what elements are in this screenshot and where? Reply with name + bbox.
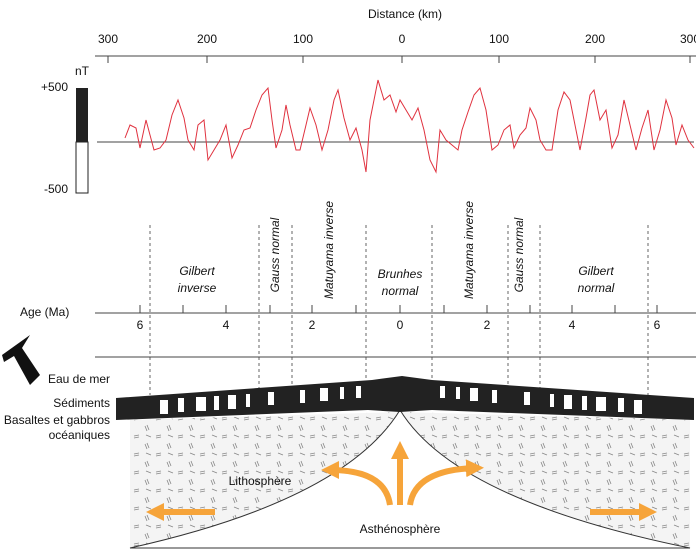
water-label: Eau de mer (48, 372, 110, 386)
basalts-label: océaniques (49, 428, 110, 442)
distance-tick-label: 100 (293, 32, 313, 46)
asthenosphere-label: Asthénosphère (360, 522, 441, 536)
age-tick-label: 6 (137, 318, 144, 332)
basalts-label: Basaltes et gabbros (4, 413, 110, 427)
age-tick-label: 6 (654, 318, 661, 332)
distance-tick-label: 200 (585, 32, 605, 46)
period-label: Gilbert (179, 264, 215, 278)
diagram: Distance (km) 300 200 100 0 100 200 300 nT +50… (0, 0, 696, 554)
distance-tick-label: 300 (98, 32, 118, 46)
age-title: Age (Ma) (20, 305, 69, 319)
age-tick-label: 4 (223, 318, 230, 332)
scale-unit: nT (75, 64, 90, 78)
distance-tick-label: 200 (197, 32, 217, 46)
period-label: Matuyama inverse (462, 201, 476, 299)
anomaly-curve (125, 80, 694, 172)
chron-boundaries (150, 225, 648, 395)
period-label: Matuyama inverse (322, 201, 336, 299)
distance-title: Distance (km) (368, 7, 442, 21)
age-tick-label: 2 (309, 318, 316, 332)
direction-arrow (2, 335, 40, 385)
age-tick-label: 4 (569, 318, 576, 332)
sediments-label: Sédiments (53, 396, 110, 410)
period-label: Brunhes (378, 267, 423, 281)
period-label: Gauss normal (268, 217, 282, 292)
distance-tick-label: 300 (680, 32, 696, 46)
scale-min: -500 (44, 182, 68, 196)
distance-tick-label: 0 (399, 32, 406, 46)
period-label: Gilbert (578, 264, 614, 278)
age-tick-label: 0 (397, 318, 404, 332)
scale-positive (76, 88, 88, 142)
period-label: normal (578, 281, 615, 295)
period-label: Gauss normal (512, 217, 526, 292)
period-label: inverse (178, 281, 217, 295)
period-label: normal (382, 284, 419, 298)
scale-negative (76, 142, 88, 193)
scale-max: +500 (41, 80, 68, 94)
distance-tick-label: 100 (489, 32, 509, 46)
age-tick-label: 2 (484, 318, 491, 332)
lithosphere-label: Lithosphère (229, 474, 292, 488)
